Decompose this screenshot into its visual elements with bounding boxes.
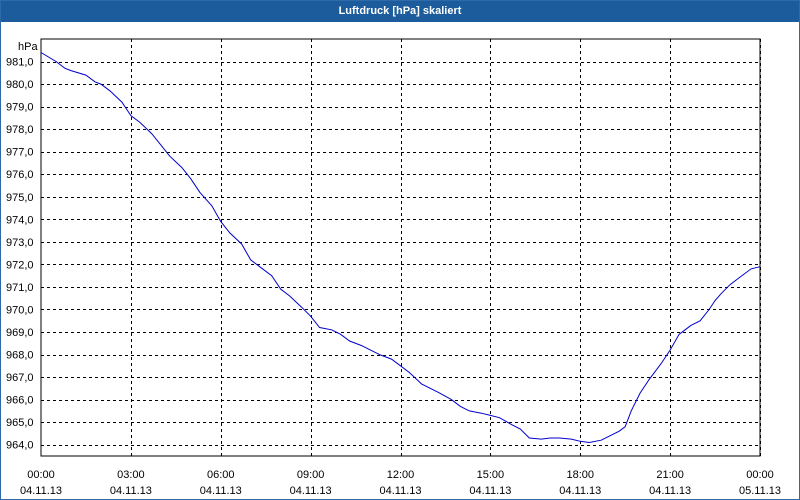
y-tick-label: 979,0 xyxy=(6,102,34,114)
x-tick-date-label: 04.11.13 xyxy=(200,485,242,497)
x-tick-date-label: 04.11.13 xyxy=(649,485,691,497)
plot-area xyxy=(40,38,761,457)
y-tick-label: 968,0 xyxy=(6,350,34,362)
y-tick-label: 975,0 xyxy=(6,192,34,204)
pressure-series-line xyxy=(40,52,761,444)
y-tick-label: 981,0 xyxy=(6,57,34,69)
x-tick-date-label: 04.11.13 xyxy=(379,485,421,497)
window-title: Luftdruck [hPa] skaliert xyxy=(1,1,799,22)
x-tick-time-label: 15:00 xyxy=(477,469,505,481)
x-tick-time-label: 03:00 xyxy=(117,469,145,481)
x-tick-time-label: 18:00 xyxy=(566,469,594,481)
y-tick-label: 976,0 xyxy=(6,169,34,181)
chart-grid xyxy=(41,39,761,456)
x-tick-time-label: 06:00 xyxy=(207,469,235,481)
y-tick-label: 978,0 xyxy=(6,124,34,136)
y-tick-label: 967,0 xyxy=(6,372,34,384)
x-tick-time-label: 00:00 xyxy=(746,469,774,481)
y-tick-label: 966,0 xyxy=(6,395,34,407)
y-tick-label: 977,0 xyxy=(6,147,34,159)
y-tick-label: 980,0 xyxy=(6,79,34,91)
y-tick-label: 969,0 xyxy=(6,327,34,339)
y-tick-label: 964,0 xyxy=(6,440,34,452)
x-tick-time-label: 12:00 xyxy=(387,469,415,481)
x-tick-date-label: 04.11.13 xyxy=(20,485,62,497)
x-tick-date-label: 04.11.13 xyxy=(559,485,601,497)
y-tick-labels: 964,0 965,0 966,0 967,0 968,0 969,0 970,0 971,0… xyxy=(6,57,34,452)
y-axis-label: hPa xyxy=(18,41,38,53)
x-tick-time-label: 00:00 xyxy=(27,469,55,481)
x-tick-date-label: 04.11.13 xyxy=(290,485,332,497)
y-tick-label: 965,0 xyxy=(6,417,34,429)
x-tick-time-label: 21:00 xyxy=(656,469,684,481)
x-tick-date-label: 05.11.13 xyxy=(739,485,781,497)
x-tick-date-label: 04.11.13 xyxy=(110,485,152,497)
y-tick-label: 973,0 xyxy=(6,237,34,249)
y-tick-label: 971,0 xyxy=(6,282,34,294)
x-tick-time-label: 09:00 xyxy=(297,469,325,481)
y-tick-label: 974,0 xyxy=(6,214,34,226)
y-tick-label: 972,0 xyxy=(6,259,34,271)
x-tick-date-label: 04.11.13 xyxy=(469,485,511,497)
y-tick-label: 970,0 xyxy=(6,304,34,316)
x-tick-labels: 00:00 04.11.13 03:00 04.11.13 06:00 04.11.13 0… xyxy=(20,469,781,497)
